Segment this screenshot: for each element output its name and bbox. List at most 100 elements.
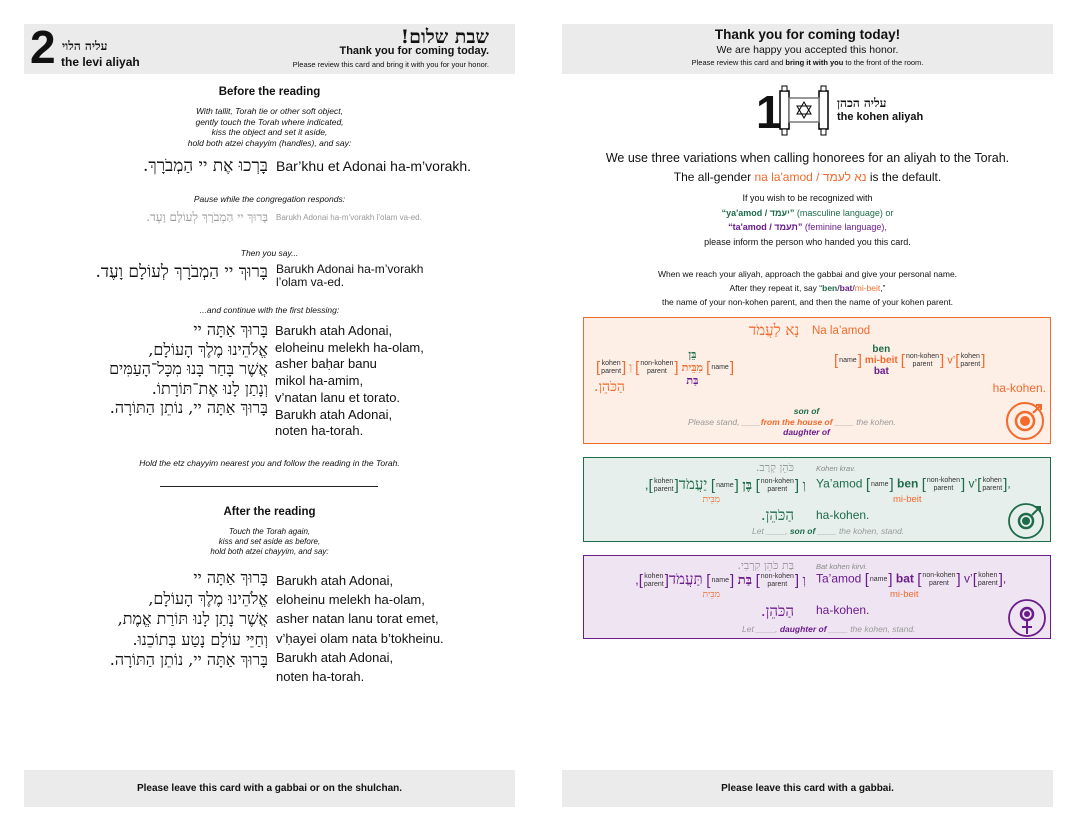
divider — [160, 486, 378, 487]
hebrew-line: בָּרוּךְ אַתָּה יי — [193, 320, 268, 339]
aliyah-english: the levi aliyah — [61, 55, 140, 69]
kohen-header: Thank you for coming today! We are happy… — [562, 24, 1053, 74]
ph-label: parent — [982, 484, 1003, 492]
hebrew-line: בָּרוּךְ אַתָּה יי, נוֹתֵן הַתּוֹרָה. — [109, 398, 268, 418]
default-post: is the default. — [866, 170, 942, 184]
fem-translit-head: Bat kohen kirvi. — [816, 562, 868, 571]
ph-label: kohen — [654, 477, 674, 485]
ph-label: parent — [767, 485, 788, 493]
fem-post: (feminine language), — [802, 222, 887, 233]
ph-label: name — [711, 363, 729, 371]
ph-label: name — [839, 356, 857, 364]
v-prefix: v’ — [968, 476, 978, 491]
hebrew-ben: בֵּן — [688, 348, 697, 361]
v-prefix: v’ — [947, 354, 956, 367]
parent-line: the name of your non-kohen parent, and t… — [661, 297, 954, 307]
intro-text: We use three variations when calling hon… — [605, 151, 1010, 165]
neutral-variation-box: נָא לַעֲמֹד Na la’amod [kohen parent] וְ … — [583, 317, 1051, 444]
ph-label: kohen — [978, 571, 998, 579]
review-text: Please review this card and — [691, 58, 786, 67]
translit-line: Barukh atah Adonai, — [276, 573, 394, 588]
kohen-review-note: Please review this card and bring it wit… — [562, 58, 1053, 67]
gender-neutral-icon — [1006, 402, 1044, 440]
ph-label: parent — [977, 579, 998, 587]
blessing1-translit: Barukh atah Adonai, eloheinu melekh ha-o… — [275, 323, 424, 440]
neutral-translit-kohen: ha-kohen. — [992, 381, 1046, 395]
ph-label: non-kohen — [760, 572, 794, 580]
masc-hebrew-formula: ,[kohen parent] וְ [non-kohen parent] בֶּן … — [644, 475, 806, 495]
neutral-daughter-of: daughter of — [783, 427, 830, 437]
translit-line: Barukh atah Adonai, — [275, 406, 393, 422]
feminine-icon — [1008, 599, 1046, 637]
instruction-line: hold both atzei chayyim (handles), and s… — [187, 137, 352, 148]
hebrew-bat: בַּת — [686, 374, 699, 387]
ph-label: name — [716, 481, 734, 489]
translit-line: eloheinu melekh ha-olam, — [276, 592, 425, 608]
fem-translit-formula: Ta’amod [name] bat [non-kohen parent] v’[… — [816, 571, 1007, 588]
translit-line: noten ha-torah. — [275, 423, 364, 439]
pause-note: Pause while the congregation responds: — [193, 194, 346, 204]
response-hebrew: בָּרוּךְ יי הַמְבֹרָךְ לְעוֹלָם וָעֶד. — [146, 210, 268, 224]
inform-line: please inform the person who handed you … — [704, 237, 911, 248]
ph-label: kohen — [644, 572, 664, 580]
en-pre: Please stand, ____ — [688, 417, 761, 427]
translit-line: noten ha-torah. — [276, 669, 365, 685]
ph-label: parent — [646, 367, 667, 375]
continue-note: ...and continue with the first blessing: — [199, 305, 340, 315]
en-house: from the house of — [760, 417, 833, 427]
ph-label: parent — [601, 367, 622, 375]
ph-label: name — [869, 575, 888, 583]
recognition-text: If you wish to be recognized with “ya'am… — [562, 191, 1053, 250]
torah-scroll-icon — [779, 85, 829, 136]
instruction-line: kiss and set aside as before, — [218, 537, 321, 546]
repeat-post: ,” — [880, 283, 886, 293]
review-text: to the front of the room. — [843, 58, 924, 67]
default-term: na la'amod / נא לעמד — [754, 170, 867, 184]
en-post: ____ the kohen, stand. — [815, 526, 905, 536]
instruction-line: Touch the Torah again, — [228, 527, 311, 536]
hebrew-line: אֱלֹהֵינוּ מֶלֶךְ הָעוֹלָם, — [148, 588, 268, 608]
blessing2-hebrew: בָּרוּךְ אַתָּה יי אֱלֹהֵינוּ מֶלֶךְ הָע… — [110, 568, 268, 671]
review-note: Please review this card and bring it wit… — [292, 60, 489, 69]
translit-ben: ben — [897, 476, 919, 491]
default-pre: The all-gender — [673, 170, 755, 184]
hebrew-line: בָּרוּךְ אַתָּה יי — [193, 568, 268, 587]
ph-label: name — [871, 480, 889, 488]
masc-post: (masculine language) or — [794, 207, 894, 218]
repeat-ben: ben — [822, 283, 838, 293]
repeat-translit: Barukh Adonai ha-m’vorakh l’olam va-ed. — [276, 263, 423, 289]
translit-ben: ben — [872, 344, 891, 355]
masc-hebrew-kohen: הַכֹּהֵן. — [760, 506, 794, 524]
aliyah-number: 2 — [30, 21, 56, 73]
ph-label: name — [711, 576, 729, 584]
fem-hebrew-kohen: הַכֹּהֵן. — [760, 602, 794, 620]
translit-line: Barukh Adonai ha-m’vorakh — [276, 262, 424, 276]
en-pre: Let ____, — [742, 624, 780, 634]
before-instructions: With tallit, Torah tie or other soft obj… — [24, 106, 515, 148]
repeat-mibeit: mi-beit — [854, 283, 881, 293]
neutral-hebrew-call: נָא לַעֲמֹד — [749, 321, 800, 339]
ph-label: parent — [960, 360, 981, 368]
ph-label: parent — [643, 580, 664, 588]
translit-call: Ta’amod — [816, 571, 862, 586]
hebrew-line: וְחַיֵּי עוֹלָם נָטַע בְּתוֹכֵנוּ. — [132, 629, 268, 649]
aliyah-number: 1 — [756, 86, 782, 138]
translit-line: Barukh atah Adonai, — [275, 323, 393, 338]
kohen-footer: Please leave this card with a gabbai. — [562, 770, 1053, 807]
barchu-translit: Bar’khu et Adonai ha-m’vorakh. — [276, 158, 472, 174]
translit-mibeit: mi-beit — [864, 355, 898, 366]
fem-translit-mibeit: mi-beit — [890, 589, 919, 600]
masc-translit-kohen: ha-kohen. — [816, 508, 870, 522]
kohen-subtitle: We are happy you accepted this honor. — [716, 44, 899, 56]
instruction-line: gently touch the Torah where indicated, — [195, 116, 344, 127]
masc-translit-head: Kohen krav. — [816, 464, 856, 473]
ph-label: kohen — [982, 476, 1002, 484]
masc-hebrew-mibeit: מִבֵּית — [702, 495, 720, 505]
translit-line: v’ḥayei olam nata b’tokheinu. — [276, 630, 444, 646]
hebrew-and: וְ — [802, 478, 806, 493]
en-pre: Let ____, — [752, 526, 790, 536]
neutral-english: Please stand, ____from the house of ____… — [688, 417, 896, 427]
hebrew-and: וְ — [629, 360, 633, 374]
masc-english: Let ____, son of ____ the kohen, stand. — [752, 526, 904, 536]
ph-label: parent — [912, 360, 933, 368]
